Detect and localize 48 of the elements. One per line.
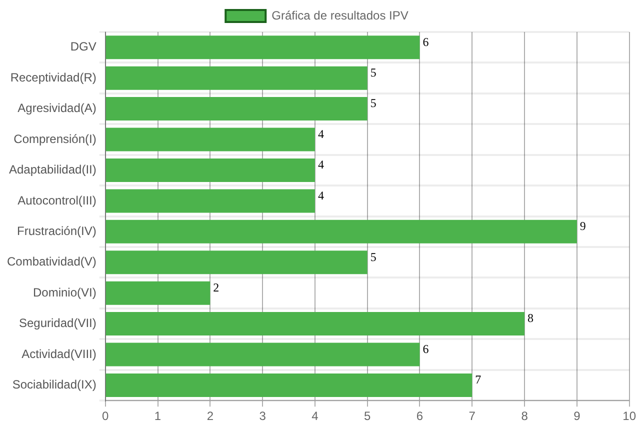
x-tick-label: 1 [154,409,162,424]
x-tick-label: 7 [468,409,476,424]
data-label: 5 [370,96,376,110]
legend-label: Gráfica de resultados IPV [272,8,408,22]
y-tick-label: Dominio(VI) [33,285,96,300]
y-tick-label: Sociabilidad(IX) [12,378,96,392]
x-tick-label: 10 [622,409,636,424]
bar [106,342,420,366]
x-tick-label: 5 [364,409,372,424]
y-tick-label: Autocontrol(III) [18,193,96,208]
data-label: 6 [422,342,429,356]
y-tick-label: Seguridad(VII) [18,316,96,330]
bar [106,250,368,274]
y-tick-label: DGV [70,40,96,54]
bar [106,220,577,244]
data-label: 7 [475,372,482,387]
bar [106,97,368,121]
y-tick-label: Actividad(VIII) [22,346,96,361]
data-label: 2 [213,280,220,294]
x-tick-label: 6 [416,409,424,424]
x-tick-label: 2 [206,409,214,424]
bar [106,128,315,152]
y-tick-label: Receptividad(R) [10,70,96,84]
bar [106,158,315,182]
data-label: 4 [318,158,324,172]
x-tick-label: 3 [259,409,266,424]
data-label: 8 [528,311,534,326]
bar [106,281,210,305]
bar [106,66,368,90]
bar [106,36,420,60]
data-label: 4 [318,188,324,202]
y-tick-label: Adaptabilidad(II) [8,162,96,177]
x-tick-label: 4 [312,409,319,424]
data-label: 4 [318,126,324,141]
data-label: 5 [370,250,376,264]
data-label: 5 [370,65,376,80]
bar [106,312,525,336]
x-tick-label: 8 [521,409,528,424]
data-label: 6 [422,34,429,49]
y-tick-label: Combatividad(V) [6,254,96,269]
y-tick-label: Agresividad(A) [18,101,96,116]
y-tick-label: Comprensión(I) [14,132,96,146]
y-tick-label: Frustración(IV) [17,224,96,238]
bar [106,189,315,213]
x-tick-label: 9 [574,409,581,424]
data-label: 9 [580,219,586,234]
bar [106,373,472,397]
x-tick-label: 0 [102,409,110,424]
